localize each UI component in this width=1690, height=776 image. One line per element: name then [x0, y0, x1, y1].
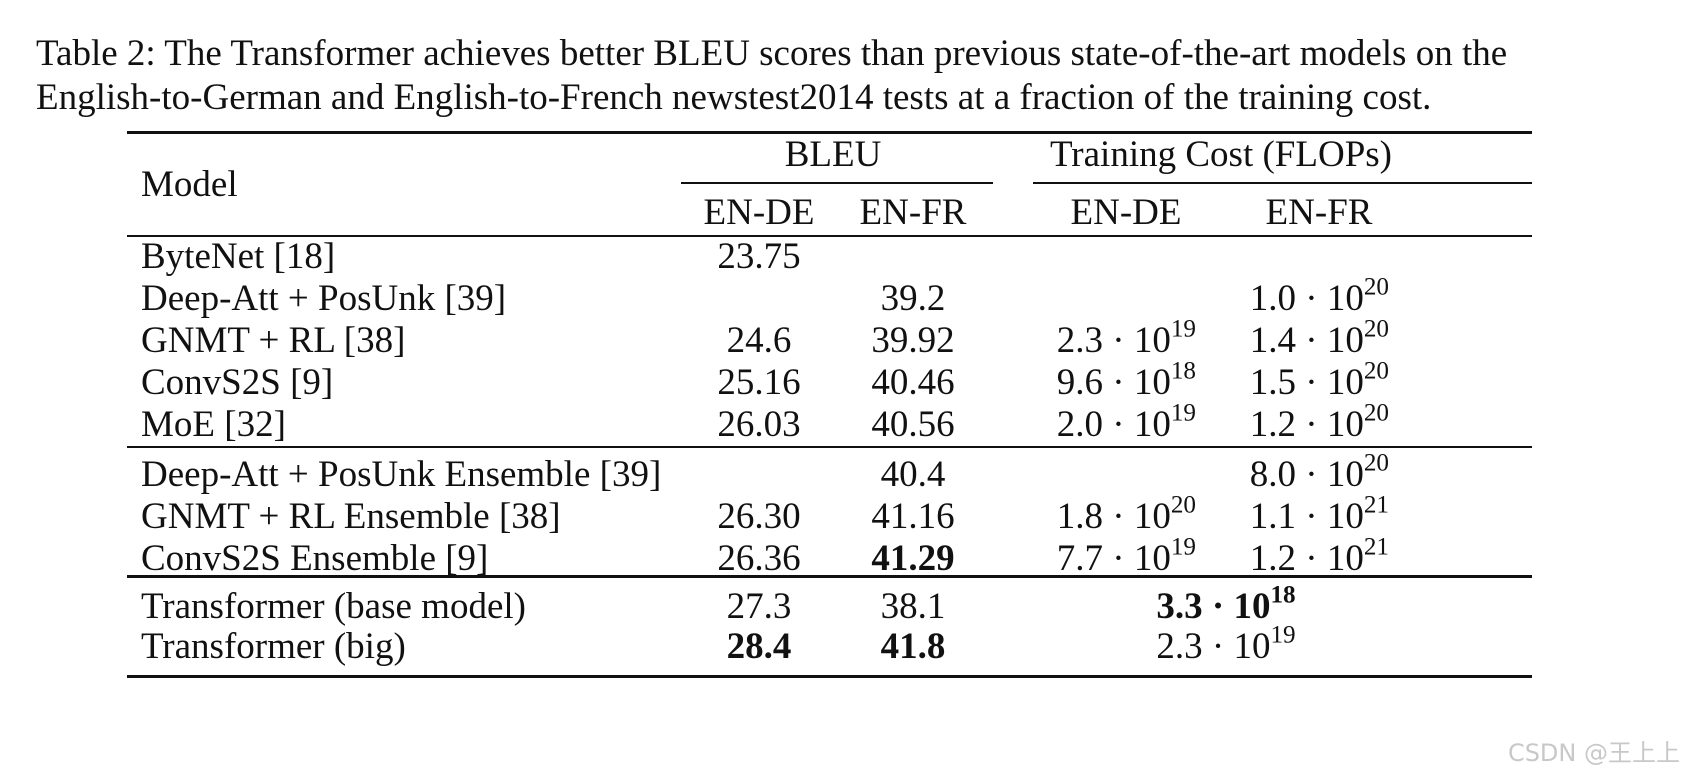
- caption-line-2: English-to-German and English-to-French …: [36, 77, 1432, 118]
- header-model: Model: [141, 164, 238, 205]
- header-training-cost: Training Cost (FLOPs): [1050, 134, 1392, 175]
- table-caption: Table 2: The Transformer achieves better…: [36, 32, 1656, 120]
- header-bleu-en-de: EN-DE: [703, 192, 815, 233]
- cell-bleu-de: 26.03: [717, 404, 801, 445]
- cell-cost-de: 1.8 · 1020: [1056, 491, 1196, 537]
- cell-cost-fr: 1.2 · 1021: [1249, 533, 1389, 579]
- cell-model: Transformer (big): [141, 626, 406, 667]
- cell-model: Transformer (base model): [141, 586, 526, 627]
- cell-bleu-de: 26.36: [717, 538, 801, 579]
- cell-model: GNMT + RL Ensemble [38]: [141, 496, 561, 537]
- cell-bleu-fr: 41.16: [871, 496, 955, 537]
- transformer-rule: [127, 575, 1532, 578]
- cell-cost-merged: 3.3 · 1018: [1156, 581, 1296, 627]
- cell-bleu-fr: 40.4: [880, 454, 946, 495]
- cell-bleu-de: 23.75: [717, 236, 801, 277]
- cell-bleu-fr: 41.8: [880, 626, 946, 667]
- header-bleu: BLEU: [784, 134, 882, 175]
- header-cost-en-de: EN-DE: [1070, 192, 1182, 233]
- cell-cost-fr: 1.5 · 1020: [1249, 357, 1389, 403]
- bleu-cmidrule: [681, 182, 993, 184]
- cell-bleu-de: 28.4: [726, 626, 792, 667]
- group-rule: [127, 446, 1532, 448]
- cell-bleu-de: 25.16: [717, 362, 801, 403]
- cell-model: Deep-Att + PosUnk [39]: [141, 278, 507, 319]
- cell-model: ConvS2S Ensemble [9]: [141, 538, 489, 579]
- cell-bleu-de: 27.3: [726, 586, 792, 627]
- cell-cost-merged: 2.3 · 1019: [1156, 621, 1296, 667]
- top-rule: [127, 131, 1532, 134]
- cell-cost-fr: 1.4 · 1020: [1249, 315, 1389, 361]
- cell-model: Deep-Att + PosUnk Ensemble [39]: [141, 454, 662, 495]
- cell-bleu-fr: 39.92: [871, 320, 955, 361]
- cell-cost-de: 2.3 · 1019: [1056, 315, 1196, 361]
- cell-cost-fr: 1.2 · 1020: [1249, 399, 1389, 445]
- header-rule: [127, 235, 1532, 237]
- cell-cost-de: 9.6 · 1018: [1056, 357, 1196, 403]
- bottom-rule: [127, 675, 1532, 678]
- cell-bleu-fr: 39.2: [880, 278, 946, 319]
- cell-model: ConvS2S [9]: [141, 362, 334, 403]
- cell-bleu-fr: 40.56: [871, 404, 955, 445]
- cell-cost-de: 7.7 · 1019: [1056, 533, 1196, 579]
- cell-model: MoE [32]: [141, 404, 286, 445]
- cell-bleu-fr: 41.29: [871, 538, 955, 579]
- cell-cost-fr: 8.0 · 1020: [1249, 449, 1389, 495]
- cell-cost-de: 2.0 · 1019: [1056, 399, 1196, 445]
- cell-model: GNMT + RL [38]: [141, 320, 406, 361]
- cell-cost-fr: 1.0 · 1020: [1249, 273, 1389, 319]
- cell-bleu-fr: 40.46: [871, 362, 955, 403]
- header-bleu-en-fr: EN-FR: [859, 192, 967, 233]
- header-cost-en-fr: EN-FR: [1265, 192, 1373, 233]
- cell-bleu-fr: 38.1: [880, 586, 946, 627]
- cell-model: ByteNet [18]: [141, 236, 336, 277]
- cell-bleu-de: 26.30: [717, 496, 801, 537]
- watermark: CSDN @王上上: [1507, 739, 1680, 767]
- caption-line-1: Table 2: The Transformer achieves better…: [36, 33, 1508, 74]
- cost-cmidrule: [1033, 182, 1532, 184]
- cell-cost-fr: 1.1 · 1021: [1249, 491, 1389, 537]
- cell-bleu-de: 24.6: [726, 320, 792, 361]
